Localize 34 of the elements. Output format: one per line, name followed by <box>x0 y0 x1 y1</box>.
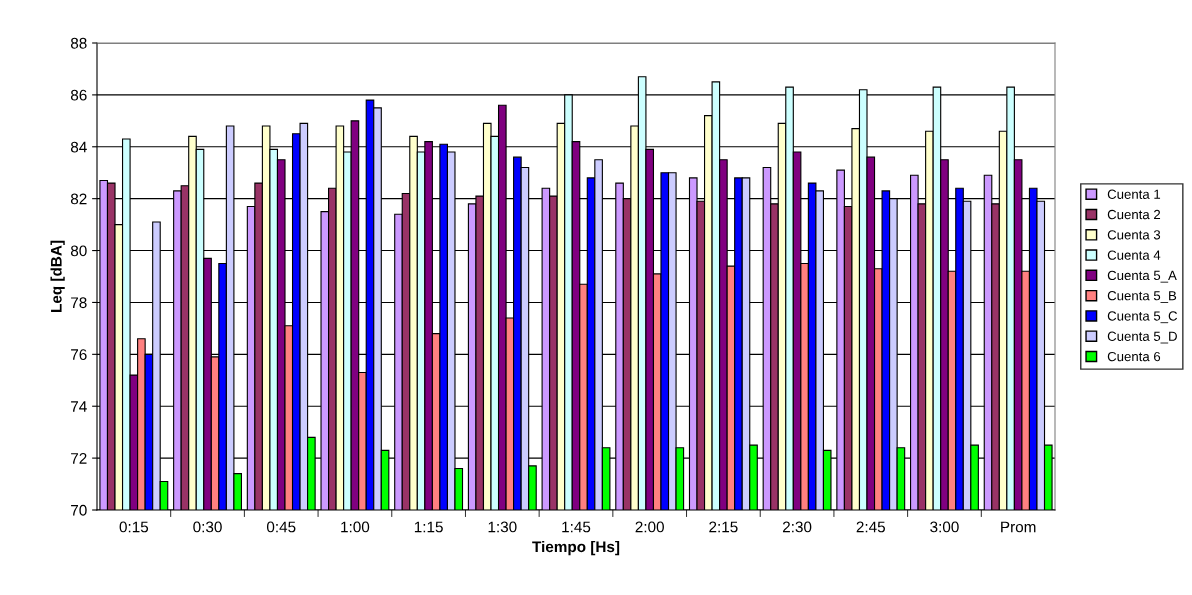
y-tick-label: 80 <box>70 245 87 257</box>
x-tick-label: 2:30 <box>782 521 812 533</box>
y-tick-label: 70 <box>71 504 87 516</box>
legend-label: Cuenta 5_D <box>1107 331 1177 344</box>
x-tick-label: Prom <box>1001 521 1036 533</box>
x-tick-label: 0:45 <box>266 521 296 533</box>
legend-label: Cuenta 4 <box>1107 250 1161 260</box>
y-tick-label: 88 <box>70 37 87 49</box>
x-tick-label: 0:30 <box>193 521 222 533</box>
x-tick-label: 1:30 <box>488 521 517 533</box>
x-tick-label: 1:00 <box>341 521 370 533</box>
legend-label: Cuenta 5_B <box>1107 291 1177 303</box>
x-tick-label: 3:00 <box>930 521 959 533</box>
y-tick-label: 84 <box>70 141 87 153</box>
x-tick-label: 0:15 <box>119 521 149 533</box>
legend-label: Cuenta 5_A <box>1107 270 1177 283</box>
legend-label: Cuenta 1 <box>1107 189 1161 199</box>
y-tick-label: 82 <box>70 193 87 205</box>
legend-label: Cuenta 3 <box>1107 230 1161 240</box>
y-tick-label: 76 <box>71 349 87 361</box>
x-tick-label: 2:15 <box>709 521 738 533</box>
x-tick-label: 2:00 <box>635 521 664 533</box>
x-tick-label: 2:45 <box>856 521 885 533</box>
y-tick-label: 86 <box>70 89 87 101</box>
x-axis-title: Tiempo [Hs] <box>532 540 620 556</box>
x-tick-label: 1:45 <box>562 521 591 533</box>
y-axis-title: Leq [dBA] <box>50 240 65 312</box>
legend-label: Cuenta 6 <box>1107 351 1161 362</box>
y-tick-label: 72 <box>71 452 87 464</box>
y-tick-label: 78 <box>71 297 87 309</box>
x-tick-label: 1:15 <box>414 521 443 533</box>
legend-label: Cuenta 5_C <box>1107 311 1178 324</box>
legend-label: Cuenta 2 <box>1107 209 1161 220</box>
y-tick-label: 74 <box>71 401 87 412</box>
